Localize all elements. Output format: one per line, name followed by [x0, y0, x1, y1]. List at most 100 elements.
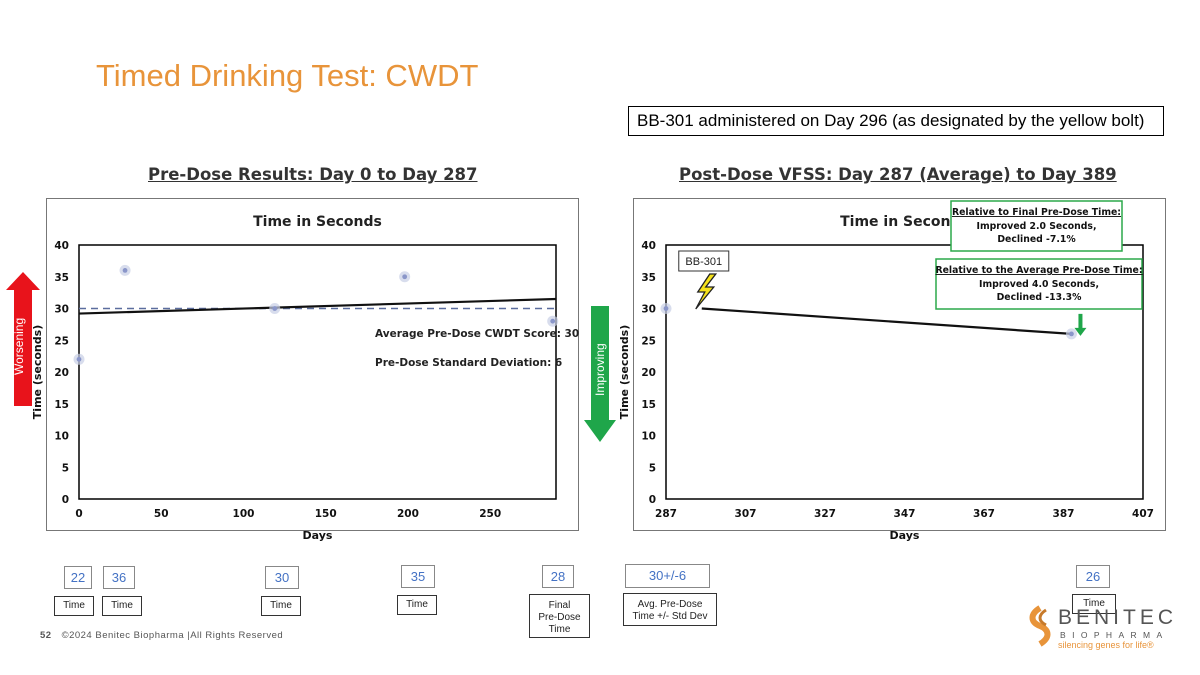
y-tick-label: 15 — [641, 399, 656, 411]
label-box-time: Time — [397, 595, 437, 615]
value-box-26: 26 — [1076, 565, 1110, 588]
y-tick-label: 5 — [649, 462, 656, 474]
benitec-logo: BENITEC BIOPHARMA silencing genes for li… — [1026, 604, 1176, 654]
label-line: Time +/- Std Dev — [632, 611, 708, 622]
chart-title: Time in Seconds — [253, 214, 382, 230]
value-box-30: 30 — [265, 566, 299, 589]
label-box-time: Time — [261, 596, 301, 616]
data-point — [272, 306, 278, 311]
callout-heading: Relative to the Average Pre-Dose Time: — [935, 265, 1142, 276]
callout-box — [935, 258, 1143, 310]
improvement-arrow-icon — [1074, 313, 1087, 336]
y-tick-label: 40 — [641, 240, 656, 252]
label-line: Avg. Pre-Dose — [637, 599, 703, 610]
label-box-time: Time — [102, 596, 142, 616]
worsening-label: Worsening — [12, 317, 26, 375]
chart-title: Time in Seconds — [840, 214, 969, 230]
std-dev-annotation: Pre-Dose Standard Deviation: 6 — [375, 357, 562, 369]
x-tick-label: 0 — [75, 508, 82, 520]
improving-arrow-icon — [584, 306, 616, 442]
pre-dose-heading: Pre-Dose Results: Day 0 to Day 287 — [148, 165, 478, 184]
worsening-arrow-icon — [6, 272, 40, 406]
improving-label: Improving — [593, 343, 607, 396]
callout-heading: Relative to Final Pre-Dose Time: — [952, 207, 1121, 218]
bolt-note-box: BB-301 administered on Day 296 (as desig… — [628, 106, 1164, 136]
slide-title: Timed Drinking Test: CWDT — [96, 58, 479, 93]
bolt-label-box — [678, 250, 730, 272]
value-box-36: 36 — [103, 566, 135, 589]
x-tick-label: 50 — [154, 508, 169, 520]
y-axis-label: Time (seconds) — [618, 325, 631, 419]
x-tick-label: 367 — [973, 508, 995, 520]
post-dose-chart: Time in Seconds 0 5 10 15 20 25 30 35 40 287 307 327… — [618, 198, 1166, 542]
y-tick-label: 0 — [649, 494, 656, 506]
x-tick-label: 287 — [655, 508, 677, 520]
plot-area-frame — [665, 244, 1144, 500]
label-line: Final — [548, 600, 571, 611]
y-tick-label: 10 — [641, 431, 656, 443]
plot-area-frame — [78, 244, 557, 500]
y-tick-label: 35 — [641, 272, 656, 284]
x-tick-label: 250 — [479, 508, 501, 520]
x-tick-label: 100 — [233, 508, 255, 520]
callout-box — [950, 200, 1123, 252]
y-tick-label: 25 — [641, 335, 656, 347]
data-point — [550, 318, 556, 324]
x-tick-label: 150 — [315, 508, 337, 520]
y-tick-label: 10 — [54, 431, 69, 443]
label-line: Pre-Dose — [538, 612, 581, 623]
x-tick-label: 347 — [894, 508, 916, 520]
y-tick-label: 15 — [54, 399, 69, 411]
logo-tagline: silencing genes for life® — [1058, 640, 1154, 650]
x-axis-label: Days — [303, 529, 333, 542]
y-tick-label: 0 — [62, 494, 69, 506]
value-box-avg: 30+/-6 — [625, 564, 710, 588]
label-box-avg-pre-dose: Avg. Pre-Dose Time +/- Std Dev — [623, 593, 717, 626]
data-point — [1069, 331, 1074, 337]
data-point — [122, 268, 128, 273]
bolt-label: BB-301 — [685, 256, 722, 268]
post-dose-heading: Post-Dose VFSS: Day 287 (Average) to Day… — [679, 165, 1117, 184]
x-tick-label: 387 — [1053, 508, 1075, 520]
benitec-logo-mark-icon — [1029, 605, 1051, 647]
value-box-35: 35 — [401, 565, 435, 588]
copyright-text: ©2024 Benitec Biopharma |All Rights Rese… — [61, 630, 284, 641]
x-tick-label: 307 — [735, 508, 757, 520]
average-score-annotation: Average Pre-Dose CWDT Score: 30 — [375, 328, 579, 340]
label-box-time: Time — [1072, 594, 1116, 614]
data-point — [663, 306, 669, 311]
callout-line: Declined -13.3% — [997, 292, 1083, 303]
bolt-icon — [695, 273, 718, 310]
x-tick-label: 200 — [397, 508, 419, 520]
y-tick-label: 30 — [54, 304, 69, 316]
y-tick-label: 30 — [641, 304, 656, 316]
y-axis-label: Time (seconds) — [31, 325, 44, 419]
y-tick-label: 40 — [54, 240, 69, 252]
logo-name: BENITEC — [1058, 606, 1178, 629]
y-tick-label: 20 — [641, 367, 656, 379]
data-point — [402, 274, 408, 280]
pre-dose-chart-svg: Time in Seconds 0 5 10 15 20 25 30 35 40 0 50 100 150… — [31, 214, 579, 542]
x-tick-label: 327 — [814, 508, 836, 520]
y-tick-label: 35 — [54, 272, 69, 284]
value-box-22: 22 — [64, 566, 92, 589]
data-point — [76, 356, 82, 362]
trend-line — [78, 297, 557, 315]
page-number: 52 — [40, 630, 52, 641]
callout-line: Improved 4.0 Seconds, — [979, 279, 1099, 290]
footer: 52 ©2024 Benitec Biopharma |All Rights Re… — [40, 630, 283, 641]
pre-dose-chart: Time in Seconds 0 5 10 15 20 25 30 35 40 0 50 100 150… — [31, 198, 579, 542]
trend-line — [701, 307, 1072, 335]
post-dose-chart-svg: Time in Seconds 0 5 10 15 20 25 30 35 40 287 307 327… — [618, 200, 1154, 542]
label-line: Time — [548, 624, 571, 635]
x-axis-label: Days — [890, 529, 920, 542]
callout-line: Declined -7.1% — [997, 234, 1076, 245]
logo-sub: BIOPHARMA — [1060, 630, 1169, 640]
value-box-28: 28 — [542, 565, 574, 588]
label-box-final-pre-dose: Final Pre-Dose Time — [529, 594, 590, 638]
y-tick-label: 25 — [54, 335, 69, 347]
y-tick-label: 5 — [62, 462, 69, 474]
callout-line: Improved 2.0 Seconds, — [977, 221, 1097, 232]
x-tick-label: 407 — [1132, 508, 1154, 520]
y-tick-label: 20 — [54, 367, 69, 379]
